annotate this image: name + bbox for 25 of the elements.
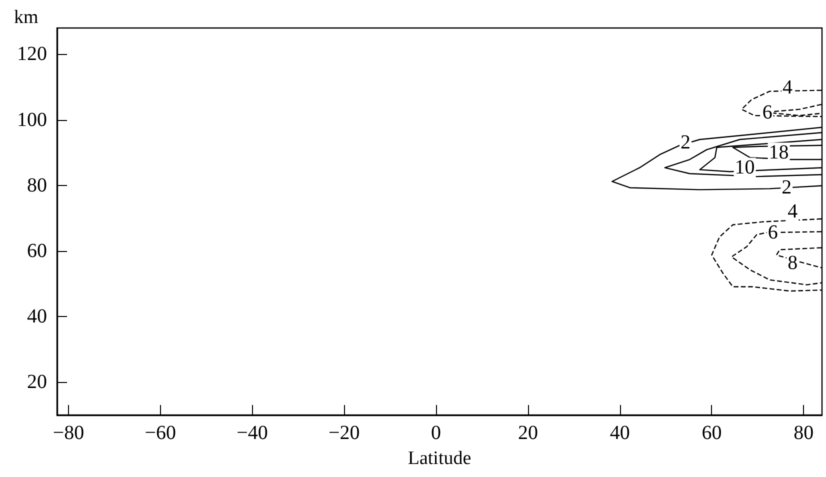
x-tick-label: 60 bbox=[702, 422, 722, 444]
x-axis-title: Latitude bbox=[408, 448, 472, 469]
annotation: 4 bbox=[788, 200, 798, 223]
annotation: 6 bbox=[768, 222, 778, 244]
annotation: 10 bbox=[734, 156, 755, 179]
x-tick-label: 0 bbox=[431, 422, 442, 444]
x-tick-label: 20 bbox=[518, 422, 538, 444]
x-tick-label: −80 bbox=[52, 422, 84, 444]
y-tick-label: 60 bbox=[27, 240, 47, 262]
x-tick-label: −40 bbox=[236, 422, 268, 444]
y-tick-label: 20 bbox=[27, 371, 47, 394]
y-axis-title: km bbox=[14, 7, 38, 28]
y-tick-label: 80 bbox=[27, 174, 47, 196]
y-tick-label: 100 bbox=[17, 108, 47, 131]
annotation: 2 bbox=[782, 176, 792, 199]
annotation: 18 bbox=[768, 142, 789, 164]
annotation: 8 bbox=[788, 252, 798, 274]
x-tick-label: 40 bbox=[610, 422, 630, 444]
y-tick-label: 120 bbox=[17, 43, 47, 66]
x-tick-label: 80 bbox=[794, 422, 814, 444]
y-tick-label: 40 bbox=[27, 306, 47, 328]
x-tick-label: −60 bbox=[144, 422, 176, 444]
annotation: 4 bbox=[782, 76, 793, 98]
annotation: 2 bbox=[680, 131, 691, 154]
x-tick-label: −20 bbox=[328, 422, 360, 444]
